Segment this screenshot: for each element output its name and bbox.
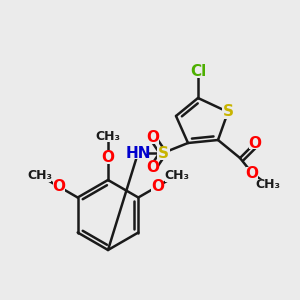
Text: CH₃: CH₃ xyxy=(256,178,280,191)
FancyBboxPatch shape xyxy=(157,146,169,160)
Text: S: S xyxy=(223,104,233,119)
Text: HN: HN xyxy=(125,146,151,160)
FancyBboxPatch shape xyxy=(52,181,64,193)
Text: O: O xyxy=(248,136,262,151)
FancyBboxPatch shape xyxy=(221,106,235,118)
Text: Cl: Cl xyxy=(190,64,206,80)
Text: S: S xyxy=(158,146,169,160)
Text: CH₃: CH₃ xyxy=(27,169,52,182)
Text: O: O xyxy=(101,151,115,166)
Text: O: O xyxy=(245,166,259,181)
Text: O: O xyxy=(146,160,160,175)
FancyBboxPatch shape xyxy=(147,162,159,174)
FancyBboxPatch shape xyxy=(129,147,147,159)
FancyBboxPatch shape xyxy=(189,66,207,78)
Text: O: O xyxy=(151,179,164,194)
FancyBboxPatch shape xyxy=(147,132,159,144)
FancyBboxPatch shape xyxy=(246,167,258,179)
Text: O: O xyxy=(52,179,65,194)
FancyBboxPatch shape xyxy=(28,169,51,181)
Text: O: O xyxy=(146,130,160,146)
FancyBboxPatch shape xyxy=(165,169,188,181)
FancyBboxPatch shape xyxy=(249,137,261,149)
Text: CH₃: CH₃ xyxy=(95,130,121,142)
Text: CH₃: CH₃ xyxy=(164,169,189,182)
FancyBboxPatch shape xyxy=(102,152,114,164)
FancyBboxPatch shape xyxy=(152,181,164,193)
FancyBboxPatch shape xyxy=(257,179,279,191)
FancyBboxPatch shape xyxy=(97,130,119,142)
